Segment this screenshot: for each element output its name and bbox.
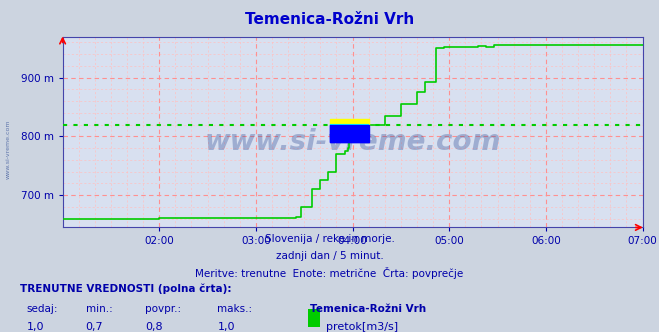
Text: 1,0: 1,0 [217, 322, 235, 332]
Text: sedaj:: sedaj: [26, 304, 58, 314]
Text: www.si-vreme.com: www.si-vreme.com [5, 120, 11, 179]
Text: 1,0: 1,0 [26, 322, 44, 332]
Text: www.si-vreme.com: www.si-vreme.com [204, 127, 501, 155]
Text: zadnji dan / 5 minut.: zadnji dan / 5 minut. [275, 251, 384, 261]
Polygon shape [330, 124, 368, 142]
Text: 0,7: 0,7 [86, 322, 103, 332]
Text: min.:: min.: [86, 304, 113, 314]
Polygon shape [330, 124, 368, 142]
Text: povpr.:: povpr.: [145, 304, 181, 314]
Text: 0,8: 0,8 [145, 322, 163, 332]
Text: pretok[m3/s]: pretok[m3/s] [326, 322, 398, 332]
Text: maks.:: maks.: [217, 304, 252, 314]
Text: Temenica-Rožni Vrh: Temenica-Rožni Vrh [310, 304, 426, 314]
Text: Meritve: trenutne  Enote: metrične  Črta: povprečje: Meritve: trenutne Enote: metrične Črta: … [195, 267, 464, 279]
Text: Slovenija / reke in morje.: Slovenija / reke in morje. [264, 234, 395, 244]
Text: TRENUTNE VREDNOSTI (polna črta):: TRENUTNE VREDNOSTI (polna črta): [20, 284, 231, 294]
Text: Temenica-Rožni Vrh: Temenica-Rožni Vrh [245, 12, 414, 27]
